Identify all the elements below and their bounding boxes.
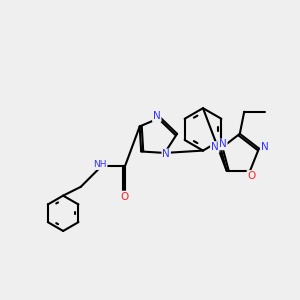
Text: O: O: [248, 171, 256, 181]
Text: N: N: [153, 111, 160, 121]
Text: N: N: [211, 142, 219, 152]
Text: O: O: [121, 191, 129, 202]
Text: N: N: [162, 149, 170, 159]
Text: N: N: [261, 142, 269, 152]
Text: N: N: [219, 140, 227, 149]
Text: NH: NH: [93, 160, 107, 169]
